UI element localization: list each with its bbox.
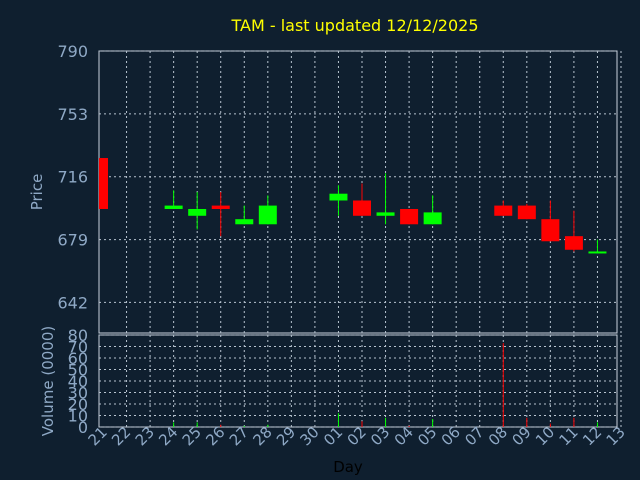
price-y-ticks: 790 753 716 679 642 [57,42,88,312]
volume-tick-label: 10 [68,407,88,426]
volume-axis-label: Volume (0000) [39,326,57,436]
candle-body [99,158,108,209]
volume-tick-label: 30 [68,384,88,403]
candle-body [517,205,536,220]
volume-tick-label: 60 [68,349,88,368]
price-plot-frame [98,50,618,334]
candle-body [353,200,371,216]
volume-grid [99,334,622,428]
candle-body [400,208,419,225]
volume-tick-label: 80 [68,326,88,345]
price-tick-label: 642 [57,293,88,312]
day-axis-label: Day [333,458,363,476]
price-tick-label: 753 [57,105,88,124]
day-x-ticks: 2122232425262728293001020304050607080910… [85,423,629,449]
candle-body [235,219,254,225]
candle-body [376,212,395,216]
volume-tick-label: 70 [68,338,88,357]
volume-tick-label: 40 [68,372,88,391]
candle-body [564,236,583,250]
candle-body [423,212,442,225]
candle-body [494,205,513,216]
volume-tick-label: 20 [68,395,88,414]
price-tick-label: 716 [57,168,88,187]
candle-body [188,208,207,216]
price-tick-label: 790 [57,42,88,61]
volume-tick-label: 0 [78,418,88,437]
price-grid [99,50,622,333]
price-panel: 790 753 716 679 642 Price [28,42,622,334]
candles [99,158,607,254]
price-axis-label: Price [28,174,46,211]
volume-tick-label: 50 [68,361,88,380]
volume-bars [173,343,598,427]
price-tick-label: 679 [57,231,88,250]
candle-body [164,205,183,209]
candle-body [329,193,348,201]
candle-body [588,251,607,254]
candle-body [258,205,277,225]
chart-title: TAM - last updated 12/12/2025 [230,16,478,35]
candle-body [541,219,560,242]
candle-body [211,205,230,209]
